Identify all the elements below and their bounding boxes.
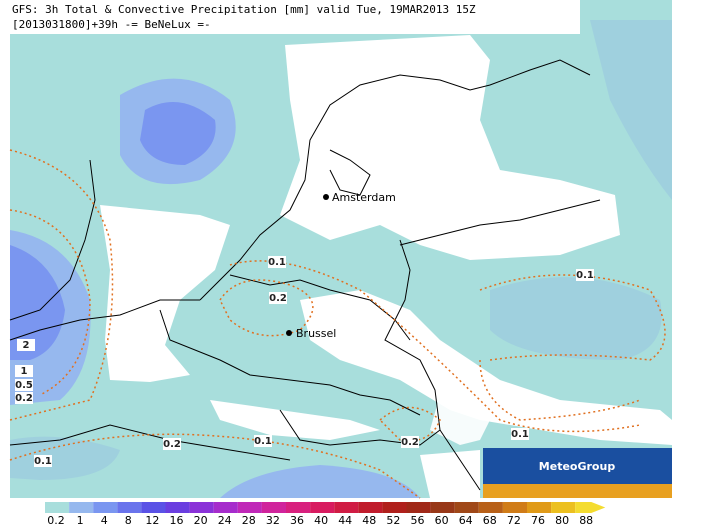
legend-label: 16 (170, 514, 184, 527)
contour-label: 0.1 (576, 270, 594, 281)
contour-label-bg (511, 428, 529, 440)
legend-swatch (141, 502, 166, 513)
legend-label: 60 (435, 514, 449, 527)
legend-swatch (502, 502, 527, 513)
legend-label: 68 (483, 514, 497, 527)
contour-label-bg (269, 292, 287, 304)
contour-label-bg (401, 436, 419, 448)
legend-swatch (286, 502, 311, 513)
legend-swatch (45, 502, 70, 513)
contour-label-bg (15, 392, 33, 404)
contour-label-bg (15, 379, 33, 391)
contour-label: 2 (23, 340, 30, 351)
legend-swatch (406, 502, 431, 513)
legend-label: 76 (531, 514, 545, 527)
city-dot (323, 194, 329, 200)
contour-label-bg (15, 365, 33, 377)
legend-label: 12 (145, 514, 159, 527)
legend-label: 56 (411, 514, 425, 527)
logo-text: MeteoGroup (539, 460, 616, 473)
legend-swatch (382, 502, 407, 513)
legend-label: 64 (459, 514, 473, 527)
legend-swatch (527, 502, 552, 513)
legend-label: 0.2 (47, 514, 65, 527)
legend-label: 32 (266, 514, 280, 527)
header-background (10, 0, 580, 34)
contour-label: 1 (21, 366, 28, 377)
city-label: Brussel (296, 327, 336, 340)
contour-label: 0.1 (511, 429, 529, 440)
legend: 0.2 1 4 8 12 16 20 24 28 32 36 40 44 48 52 56 60 64 68 72 76… (45, 502, 606, 527)
legend-label: 88 (579, 514, 593, 527)
contour-label-bg (268, 256, 286, 268)
header-line: [2013031800]+39h -= BeNeLux =- (12, 18, 211, 31)
contour-label: 0.1 (254, 436, 272, 447)
legend-label: 40 (314, 514, 328, 527)
contour-label: 0.2 (401, 437, 419, 448)
legend-label: 20 (194, 514, 208, 527)
city-label: Amsterdam (332, 191, 396, 204)
legend-swatch (334, 502, 359, 513)
legend-swatch (189, 502, 214, 513)
legend-swatch (261, 502, 286, 513)
legend-swatch (93, 502, 118, 513)
precip-areas (10, 20, 672, 498)
legend-swatch (117, 502, 142, 513)
legend-label: 48 (362, 514, 376, 527)
legend-label: 80 (555, 514, 569, 527)
legend-swatch (358, 502, 383, 513)
legend-swatch (310, 502, 335, 513)
contour-label: 0.1 (268, 257, 286, 268)
legend-label: 36 (290, 514, 304, 527)
legend-swatch (237, 502, 262, 513)
contours (9, 149, 666, 499)
legend-swatch (454, 502, 479, 513)
contour-label-bg (17, 339, 35, 351)
legend-label: 8 (125, 514, 132, 527)
contour-label-bg (254, 435, 272, 447)
contour-label-bg (163, 438, 181, 450)
contour-label: 0.5 (15, 380, 33, 391)
contour-labels: 0.1 0.2 0.1 0.1 0.2 0.1 0.2 0.1 2 1 0.5 0.2 (15, 256, 594, 467)
header-line: GFS: 3h Total & Convective Precipitation… (12, 3, 476, 16)
legend-label: 52 (386, 514, 400, 527)
legend-swatch (551, 502, 576, 513)
legend-label: 4 (101, 514, 108, 527)
legend-label: 28 (242, 514, 256, 527)
logo-stripe (483, 484, 672, 498)
legend-swatch (430, 502, 455, 513)
legend-label: 72 (507, 514, 521, 527)
legend-label: 1 (77, 514, 84, 527)
city-dot (286, 330, 292, 336)
contour-label: 0.1 (34, 456, 52, 467)
legend-swatch (213, 502, 238, 513)
contour-label: 0.2 (163, 439, 181, 450)
legend-swatch (69, 502, 94, 513)
legend-label: 44 (338, 514, 352, 527)
legend-label: 24 (218, 514, 232, 527)
contour-label-bg (34, 455, 52, 467)
legend-swatch (478, 502, 503, 513)
contour-label: 0.2 (15, 393, 33, 404)
cities: Amsterdam Brussel (286, 191, 396, 340)
legend-swatch (575, 502, 606, 513)
coastlines-borders (9, 59, 601, 491)
contour-label-bg (576, 269, 594, 281)
legend-swatch (165, 502, 190, 513)
contour-label: 0.2 (269, 293, 287, 304)
